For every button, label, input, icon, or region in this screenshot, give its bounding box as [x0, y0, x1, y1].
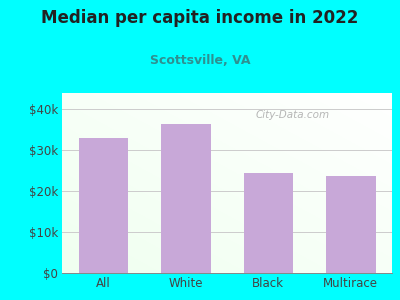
- Text: Scottsville, VA: Scottsville, VA: [150, 54, 250, 67]
- Bar: [244, 173, 293, 273]
- Text: Median per capita income in 2022: Median per capita income in 2022: [41, 9, 359, 27]
- Bar: [78, 138, 128, 273]
- Bar: [161, 124, 210, 273]
- Text: City-Data.com: City-Data.com: [256, 110, 330, 120]
- Bar: [326, 176, 376, 273]
